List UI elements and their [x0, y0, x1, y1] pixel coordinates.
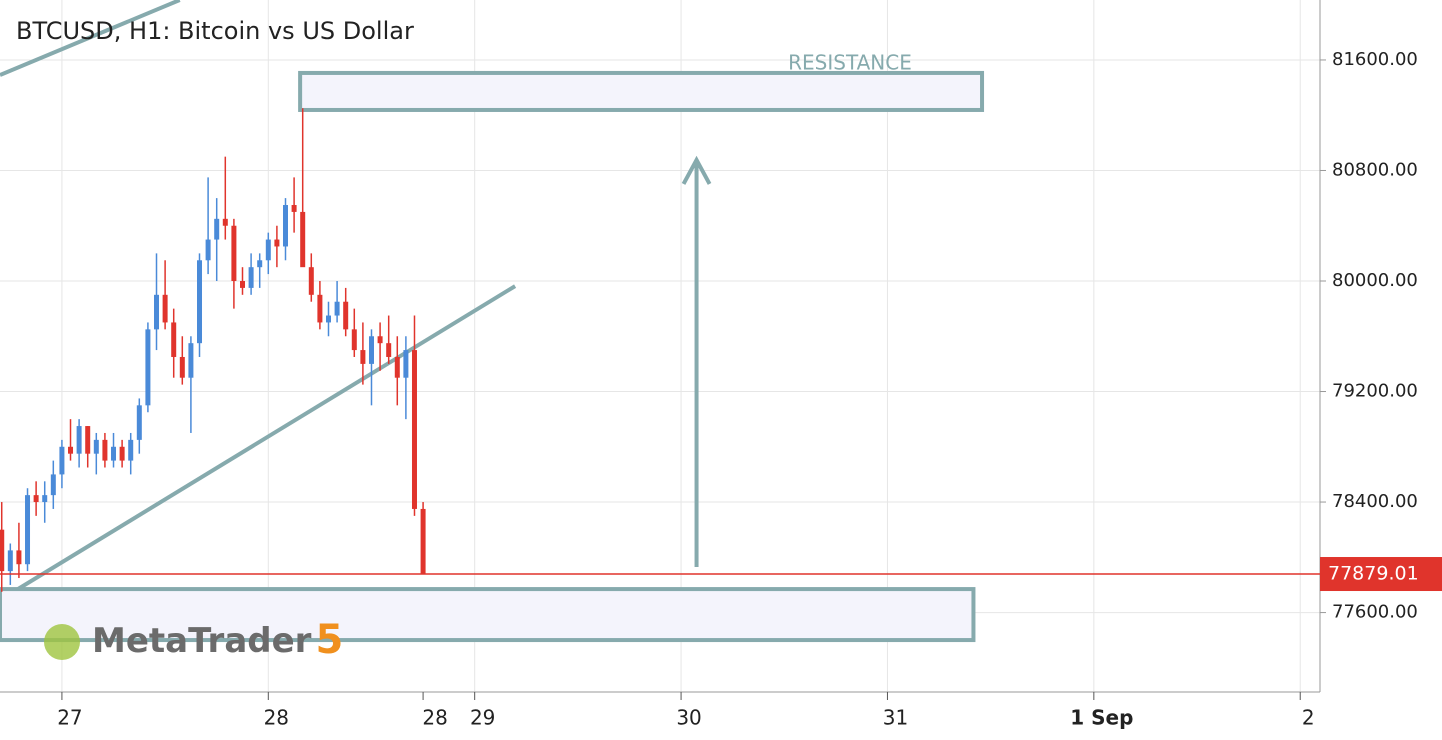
- x-tick-label: 30: [676, 706, 701, 730]
- candle-body: [205, 239, 211, 261]
- trend-line: [0, 284, 517, 602]
- candle-body: [265, 239, 271, 261]
- candle-body: [377, 336, 383, 344]
- candle-body: [0, 529, 5, 572]
- candle-body: [119, 446, 125, 461]
- candle-body: [282, 205, 288, 247]
- candle-body: [411, 350, 417, 509]
- y-tick-label: 78400.00: [1332, 491, 1418, 512]
- candle-body: [136, 405, 142, 440]
- candle-body: [351, 329, 357, 351]
- candle-body: [308, 267, 314, 295]
- candle-body: [68, 446, 74, 454]
- candle-body: [394, 356, 400, 378]
- candle-body: [179, 356, 185, 378]
- candle-body: [240, 280, 246, 288]
- candle-body: [334, 301, 340, 316]
- candle-body: [85, 426, 91, 454]
- zone-label: SUPPORT: [639, 689, 732, 713]
- x-tick-label: 2: [1302, 706, 1315, 730]
- candle-body: [7, 550, 13, 572]
- zone: [298, 70, 985, 112]
- axes: 77600.00 78400.00 79200.00 80000.00 80800.00…: [57, 49, 1418, 730]
- candle-body: [154, 294, 160, 330]
- candle-body: [102, 439, 108, 461]
- zone-label: RESISTANCE: [788, 51, 912, 75]
- y-tick-label: 79200.00: [1332, 381, 1418, 402]
- y-tick-label: 80800.00: [1332, 159, 1418, 180]
- current-time-label: 28: [422, 706, 447, 730]
- x-tick-label: 28: [264, 706, 289, 730]
- candle-body: [214, 218, 220, 240]
- watermark-number: 5: [315, 617, 343, 663]
- candle-body: [325, 315, 331, 323]
- candle-body: [343, 301, 349, 330]
- watermark-logo: [44, 624, 80, 660]
- x-tick-label: 29: [470, 706, 495, 730]
- candle-body: [162, 294, 168, 323]
- y-tick-label: 77600.00: [1332, 602, 1418, 623]
- watermark-text: MetaTrader: [92, 621, 312, 661]
- current-price-box: [1320, 557, 1442, 592]
- candle-body: [248, 267, 254, 288]
- candle-body: [33, 495, 39, 503]
- zone: [0, 587, 976, 643]
- candle-body: [171, 322, 177, 357]
- candle-body: [93, 439, 99, 454]
- candle-body: [257, 260, 263, 268]
- candle-body: [386, 343, 392, 357]
- candle-body: [231, 225, 237, 281]
- candle-body: [403, 350, 409, 378]
- candle-body: [317, 294, 323, 323]
- candle-body: [111, 446, 117, 461]
- candle-body: [291, 205, 297, 212]
- candle-body: [222, 218, 228, 226]
- candle-body: [145, 329, 151, 406]
- candle-body: [76, 426, 82, 454]
- y-tick-label: 80000.00: [1332, 270, 1418, 291]
- candle-body: [420, 508, 426, 575]
- trend-line: [0, 0, 181, 77]
- candle-body: [197, 260, 203, 344]
- candle-body: [128, 439, 134, 461]
- grid: [0, 0, 1320, 692]
- candle-body: [16, 550, 22, 565]
- candle-body: [300, 211, 306, 268]
- x-tick-label: 31: [883, 706, 908, 730]
- chart-title: BTCUSD, H1: Bitcoin vs US Dollar: [16, 17, 414, 45]
- candle-body: [59, 446, 65, 475]
- candle-body: [360, 350, 366, 364]
- candle-body: [42, 495, 48, 503]
- candle-body: [188, 343, 194, 378]
- x-tick-label: 1 Sep: [1070, 706, 1133, 730]
- candle-body: [25, 495, 31, 565]
- arrow: [681, 155, 712, 567]
- x-tick-label: 27: [57, 706, 82, 730]
- candle-body: [274, 239, 280, 247]
- watermark: MetaTrader 5: [92, 617, 343, 663]
- candle-body: [50, 474, 56, 496]
- y-tick-label: 81600.00: [1332, 49, 1418, 70]
- current-price-label: 77879.01: [1328, 563, 1419, 585]
- candle-body: [368, 336, 374, 364]
- plot-area: RESISTANCE SUPPORT MetaTrader 5: [0, 0, 985, 713]
